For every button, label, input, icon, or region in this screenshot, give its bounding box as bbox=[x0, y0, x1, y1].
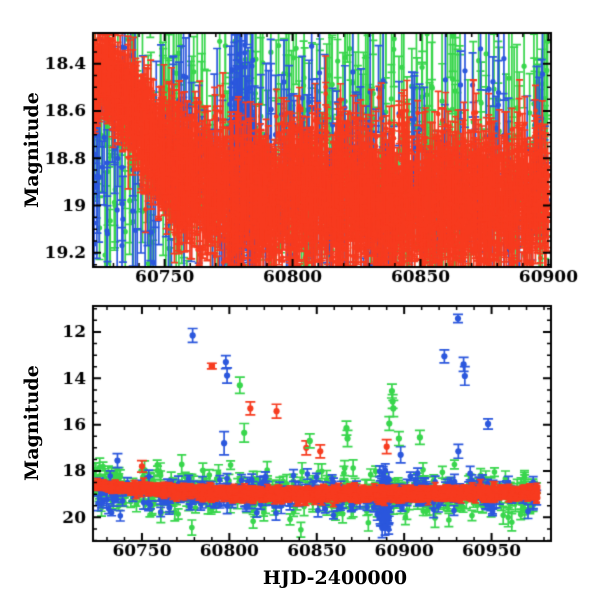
top-panel-y-axis-label: Magnitude bbox=[21, 92, 43, 208]
x-axis-label: HJD-2400000 bbox=[262, 567, 408, 589]
bottom-panel-y-axis-label: Magnitude bbox=[21, 365, 43, 481]
